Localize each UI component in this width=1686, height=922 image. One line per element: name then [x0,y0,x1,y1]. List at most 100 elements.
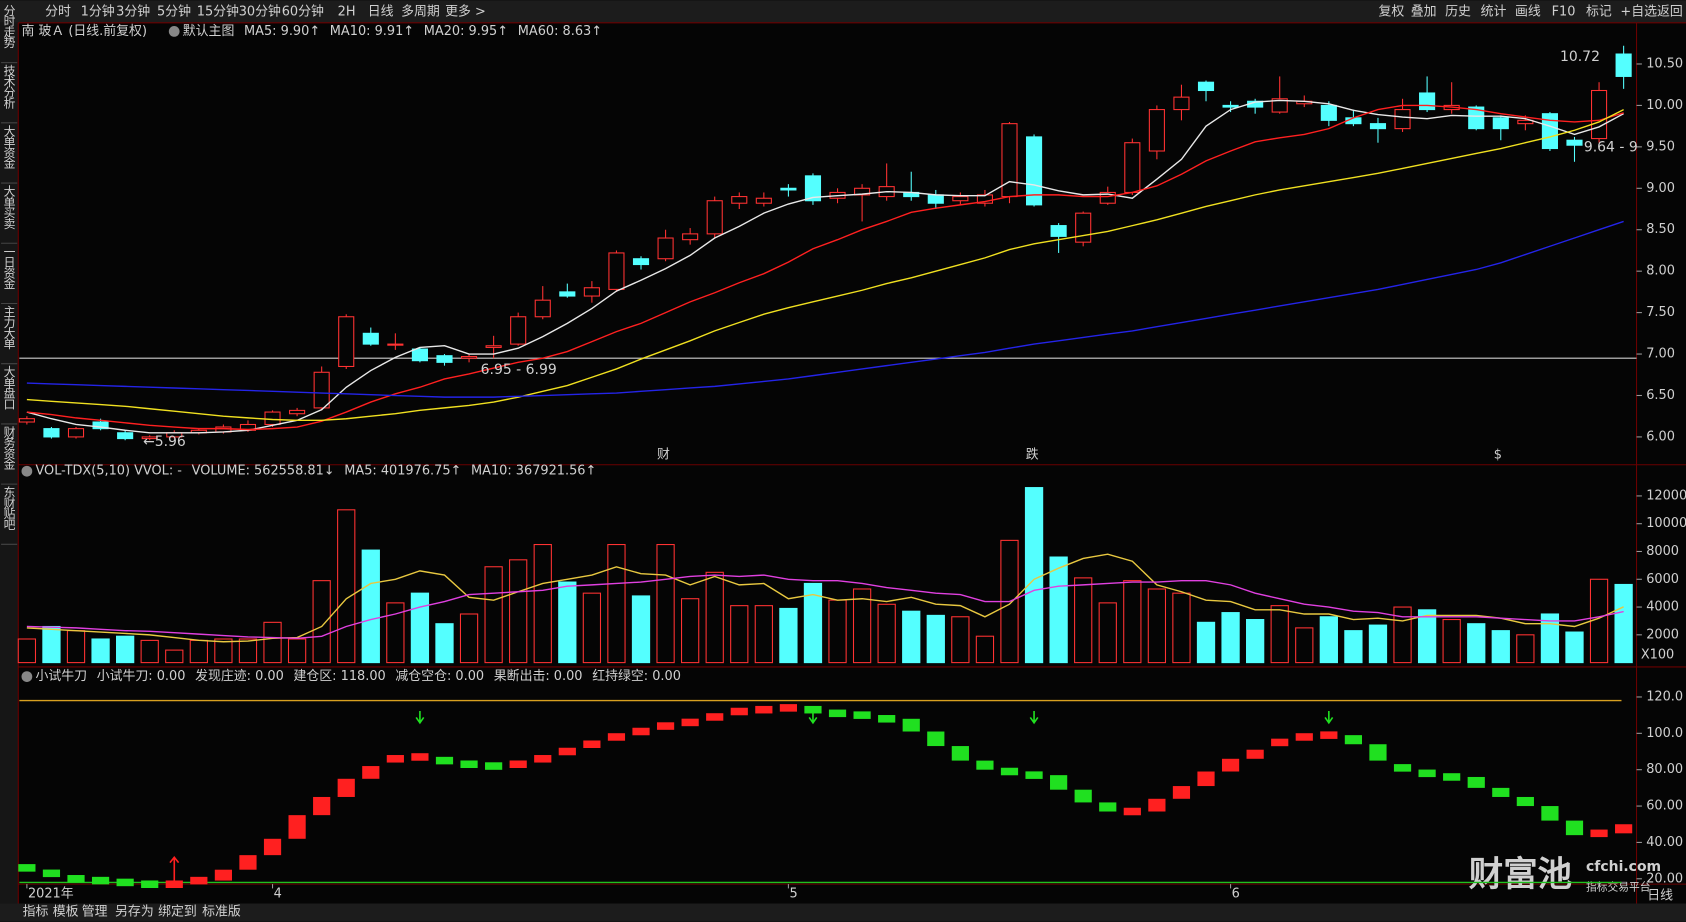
candle-body [510,316,527,345]
sidebar-tab[interactable]: 财务资金 [2,425,16,469]
volume-bar [852,588,872,664]
tool-button[interactable]: 叠加 [1411,5,1437,20]
candle-body [117,432,134,440]
period-tab[interactable]: 更多 > [445,5,486,20]
tool-button[interactable]: 画线 [1515,5,1541,20]
volume-bar [91,638,110,664]
y-tick-label: 60.00 [1646,799,1683,814]
y-tick-label: 10.00 [1646,98,1683,113]
indicator-block [1443,773,1461,781]
sidebar-tab[interactable]: 大单盘口 [2,365,16,409]
tool-button[interactable]: 返回 [1657,5,1683,20]
indicator-block [607,733,626,741]
indicator-block [1344,735,1363,745]
candle-body [731,196,748,204]
indicator-block [386,755,404,763]
ma-line [26,99,1624,434]
sidebar-tab[interactable]: 一日资金 [2,245,16,289]
bottom-tab[interactable]: 指标 [23,905,49,920]
period-tab[interactable]: 2H [338,5,356,20]
period-tab[interactable]: 1分钟 [81,4,115,20]
indicator-block [804,705,822,714]
bottom-tab[interactable]: 标准版 [202,905,241,920]
bottom-bar [0,903,1686,922]
indicator-block [1418,769,1436,778]
panel-icon [21,465,33,477]
indicator-block [1099,802,1117,812]
candle-body [1320,104,1337,121]
sidebar-tab[interactable]: 东财贴吧 [2,486,16,530]
candle-body [559,291,576,297]
period-tab[interactable]: 30分钟 [239,4,281,20]
volume-bar [66,630,86,664]
indicator-block [18,864,36,872]
period-tab[interactable]: 3分钟 [116,4,150,20]
tool-button[interactable]: 统计 [1481,5,1507,20]
candle-body [43,428,60,438]
sidebar-tab[interactable]: 主力大单 [2,306,16,351]
bottom-tab[interactable]: 管理 [82,905,108,920]
y-tick-label: 120.0 [1646,689,1683,704]
tool-button[interactable]: 标记 [1586,5,1612,20]
period-tab[interactable]: 多周期 [401,5,440,20]
volume-bar [951,616,970,664]
candle-body [755,197,772,204]
bottom-tab[interactable]: 绑定到 [158,905,197,920]
sidebar-tab[interactable]: 大单买卖 [2,185,16,230]
indicator-block [927,731,945,747]
stock-title: 南 玻Ａ (日线.前复权) [22,23,147,39]
indicator-block [1271,738,1289,747]
candle-body [632,258,650,266]
period-tab[interactable]: 分时 [45,5,71,20]
price-annotation: 10.72 [1560,49,1600,65]
volume-bar [1049,556,1068,664]
volume-bar [779,607,798,664]
sidebar-tab[interactable]: 大单资金 [2,124,16,168]
candle-body [411,348,428,362]
period-tab[interactable]: 日线 [368,5,394,20]
volume-bar [410,592,430,664]
y-tick-label: 8.50 [1646,222,1675,237]
bottom-tab[interactable]: 模板 [53,905,79,920]
bottom-tab[interactable]: 另存为 [115,905,154,920]
indicator-block [190,876,208,885]
sidebar-tab[interactable]: 技术分析 [2,65,16,110]
sidebar-tab[interactable]: 分时走势 [2,5,16,49]
indicator-block [263,838,282,856]
legend-entry: MA10: 9.91↑ [330,24,414,39]
candle-body [1124,142,1141,193]
period-tab[interactable]: 15分钟 [197,4,239,20]
indicator-block [1393,764,1412,772]
ma-line [26,108,1624,422]
sell-signal-arrow [1029,710,1039,725]
y-tick-label: 8.00 [1646,264,1675,279]
tool-button[interactable]: +自选 [1620,5,1657,20]
ma-line [26,104,1624,431]
tool-button[interactable]: 历史 [1445,5,1471,20]
volume-bar [459,613,479,664]
tool-button[interactable]: F10 [1552,5,1576,20]
period-tab[interactable]: 60分钟 [282,4,324,20]
volume-bar [165,649,184,664]
y-tick-label: 7.00 [1646,347,1675,362]
indicator-block [878,715,896,723]
volume-bar [1074,577,1093,664]
indicator-block [558,747,576,756]
volume-bar [386,602,405,664]
volume-bar [902,610,921,664]
volume-bar [238,638,258,664]
period-tab[interactable]: 5分钟 [157,4,191,20]
indicator-block [435,756,454,765]
tool-button[interactable]: 复权 [1378,4,1404,20]
candle-body [1222,104,1239,108]
indicator-block [362,766,380,779]
candle-body [657,237,674,260]
candle-body [313,371,330,409]
y-tick-label: 9.00 [1646,181,1675,196]
toolbar [0,0,1686,23]
y-tick-label: 10.50 [1646,56,1683,71]
candle-body [92,421,109,430]
legend-entry: 果断出击: 0.00 [494,669,583,684]
event-marker: $ [1494,448,1502,463]
volume-bar [1368,624,1388,664]
